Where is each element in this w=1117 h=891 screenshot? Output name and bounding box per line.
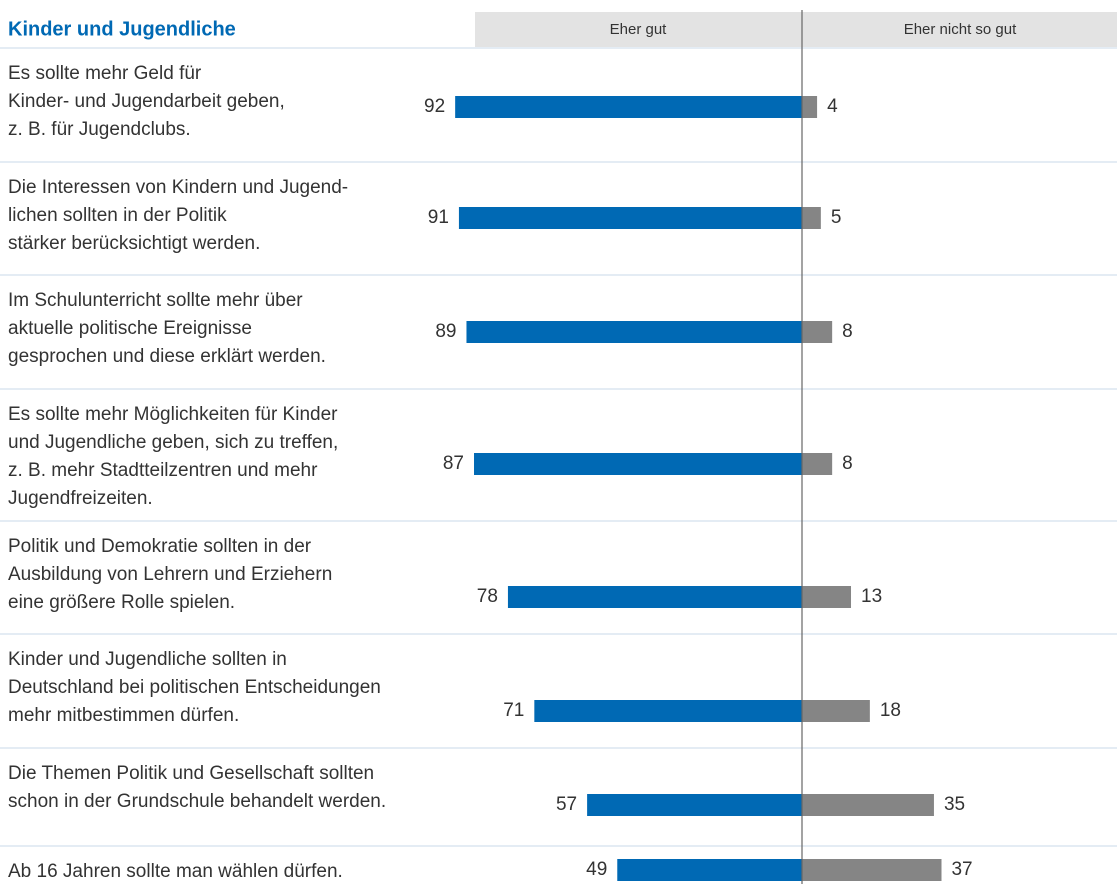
value-label: 89 [435,321,456,342]
category-label: Kinder und Jugendliche sollten in [8,649,287,670]
value-label: 18 [880,700,901,721]
value-label: 37 [951,859,972,880]
category-label: mehr mitbestimmen dürfen. [8,705,239,726]
bar [802,586,852,608]
category-label: Jugendfreizeiten. [8,488,153,509]
bar [802,321,833,343]
header-band [475,12,1117,47]
bar [802,700,870,722]
bar [474,453,802,475]
chart-title: Kinder und Jugendliche [8,18,236,40]
value-label: 5 [831,207,842,228]
bar [534,700,802,722]
category-label: Ab 16 Jahren sollte man wählen dürfen. [8,861,343,882]
category-label: Die Themen Politik und Gesellschaft soll… [8,763,374,784]
bar [617,859,802,881]
bar [455,96,802,118]
bar [802,794,934,816]
bar [466,321,802,343]
bar [507,586,802,608]
category-label: Im Schulunterricht sollte mehr über [8,290,303,311]
category-label: schon in der Grundschule behandelt werde… [8,791,386,812]
value-label: 87 [443,453,464,474]
bar [802,453,833,475]
value-label: 57 [556,794,577,815]
value-label: 92 [424,96,445,117]
bar [802,96,818,118]
category-label: Deutschland bei politischen Entscheidung… [8,677,381,698]
category-label: Kinder- und Jugendarbeit geben, [8,91,285,112]
value-label: 49 [586,859,607,880]
category-label: lichen sollten in der Politik [8,205,227,226]
value-label: 4 [827,96,838,117]
category-label: stärker berücksichtigt werden. [8,233,260,254]
value-label: 91 [428,207,449,228]
value-label: 78 [477,586,498,607]
value-label: 8 [842,321,853,342]
bar [587,794,802,816]
bar [802,207,821,229]
bar [802,859,942,881]
value-label: 8 [842,453,853,474]
legend-label: Eher gut [610,21,668,38]
legend-label: Eher nicht so gut [904,21,1017,38]
category-label: eine größere Rolle spielen. [8,592,235,613]
category-label: Es sollte mehr Möglichkeiten für Kinder [8,404,338,425]
category-label: gesprochen und diese erklärt werden. [8,346,326,367]
category-label: z. B. für Jugendclubs. [8,119,191,140]
category-label: Ausbildung von Lehrern und Erziehern [8,564,332,585]
category-label: Politik und Demokratie sollten in der [8,536,312,557]
value-label: 13 [861,586,882,607]
category-label: aktuelle politische Ereignisse [8,318,252,339]
category-label: Die Interessen von Kindern und Jugend- [8,177,348,198]
category-label: Es sollte mehr Geld für [8,63,202,84]
value-label: 71 [503,700,524,721]
value-label: 35 [944,794,965,815]
bar [458,207,802,229]
category-label: und Jugendliche geben, sich zu treffen, [8,432,338,453]
category-label: z. B. mehr Stadtteilzentren und mehr [8,460,318,481]
